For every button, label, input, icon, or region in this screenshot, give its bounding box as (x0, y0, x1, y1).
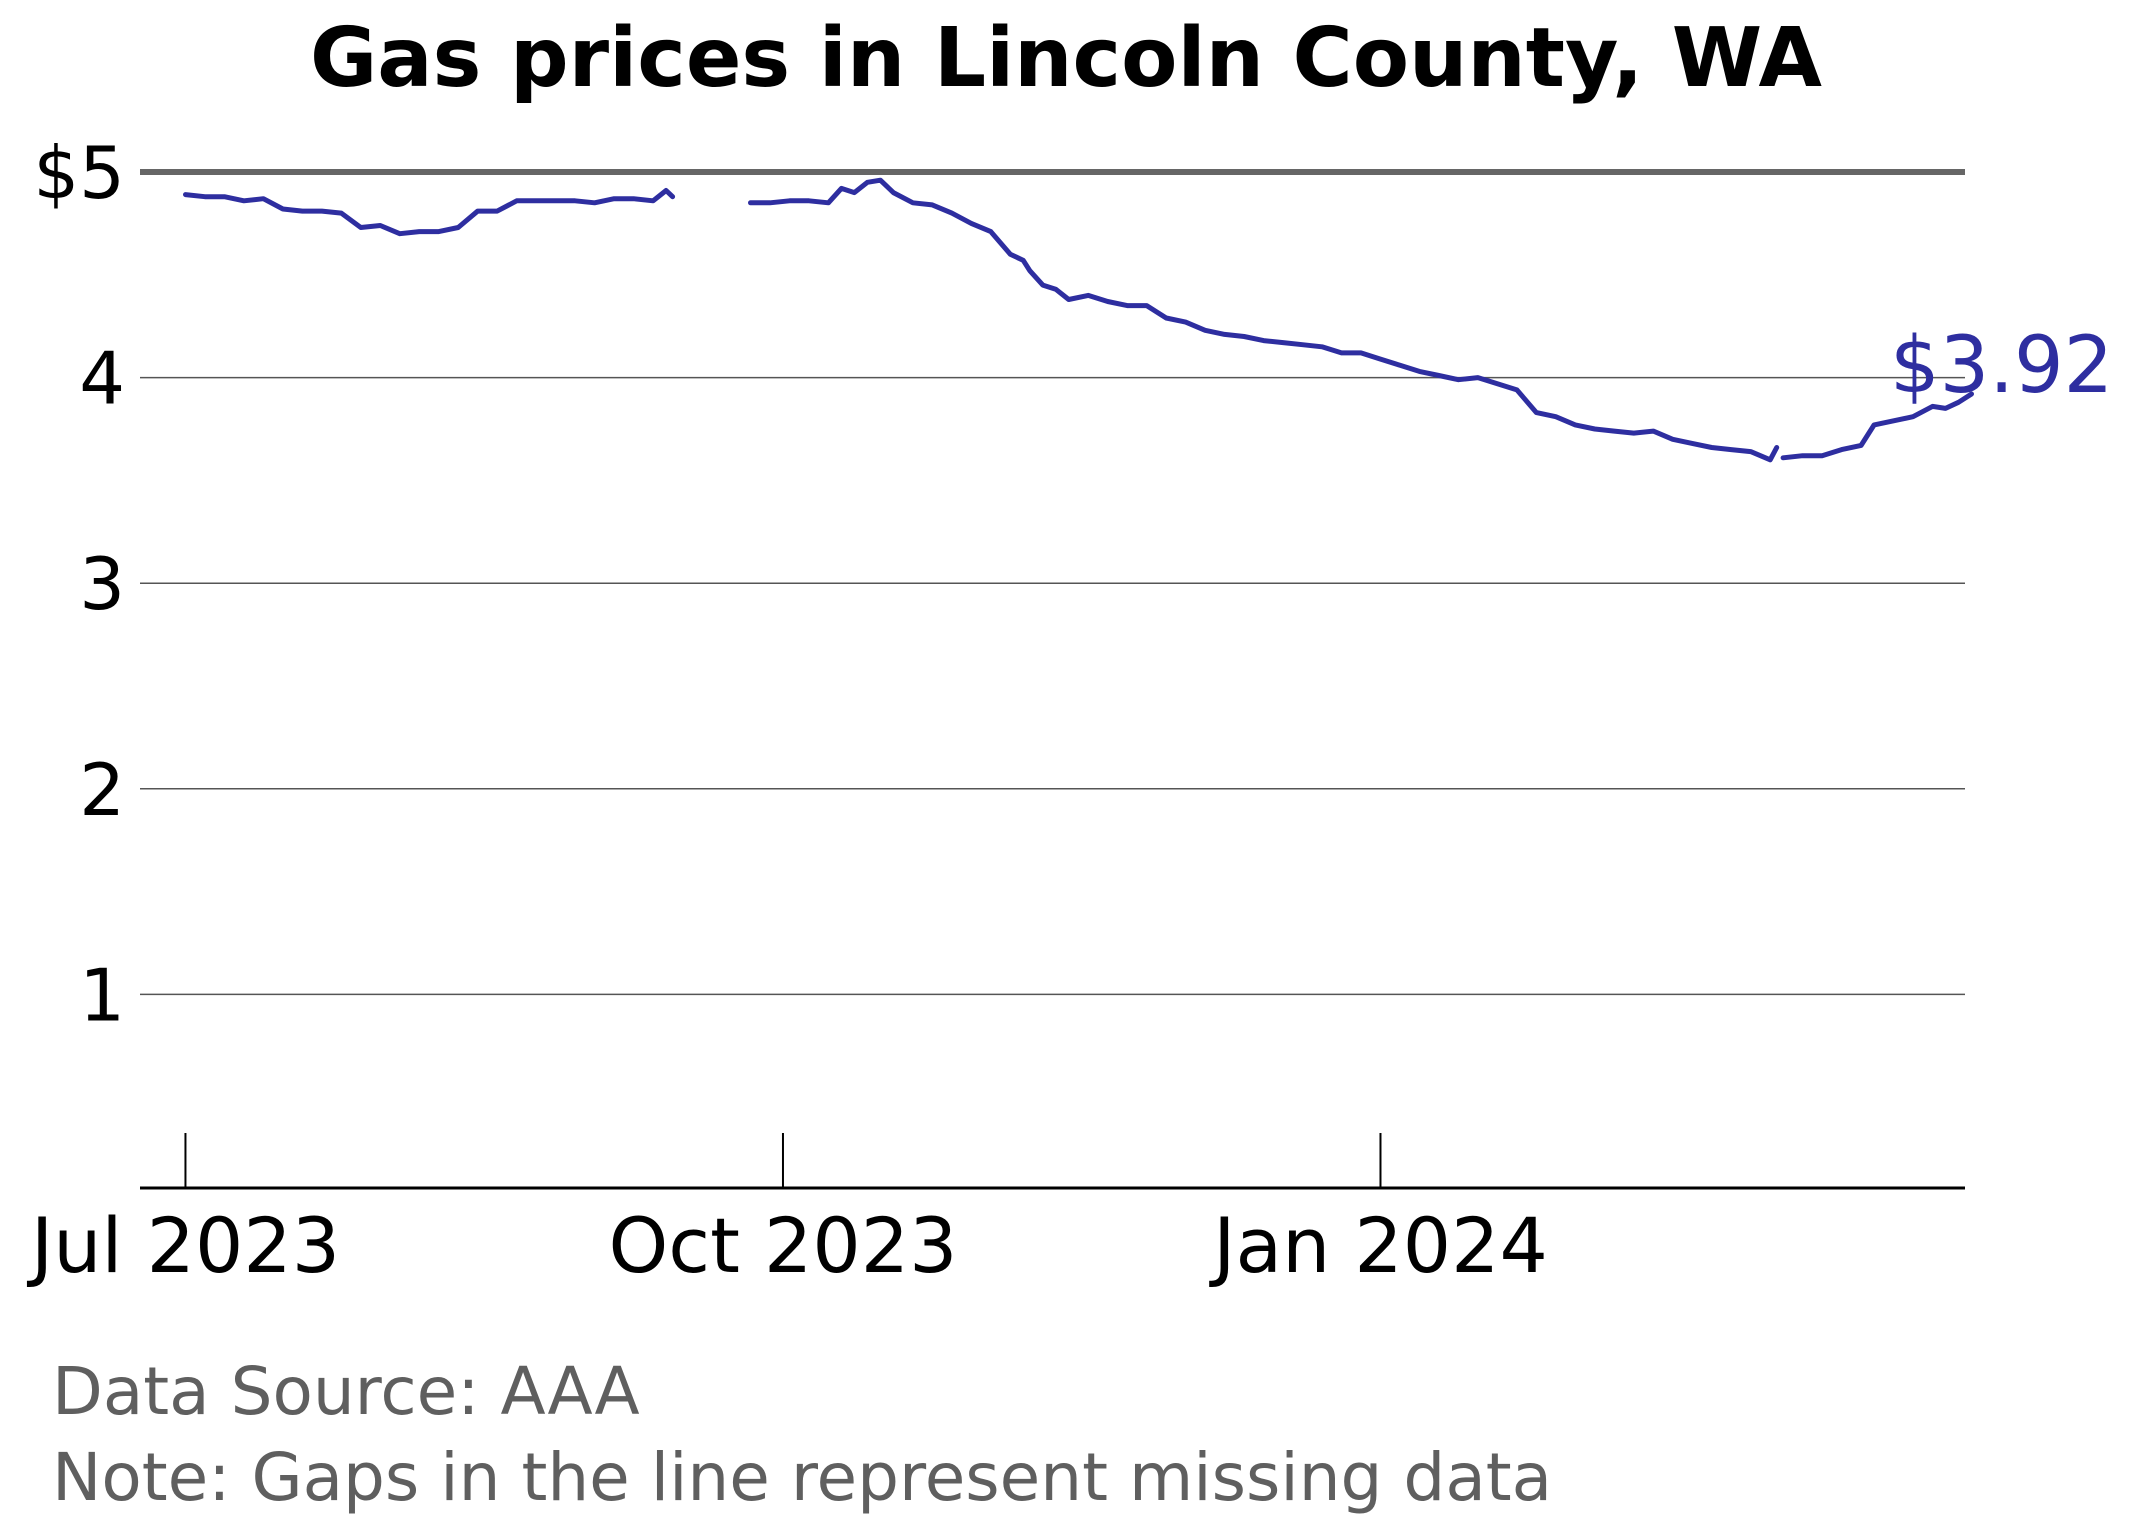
price-line-segment-2 (748, 177, 1780, 463)
price-series (183, 177, 1974, 463)
y-tick-label-2: 2 (79, 748, 125, 832)
missing-data-note: Note: Gaps in the line represent missing… (52, 1439, 1552, 1516)
x-tick-label: Jan 2024 (1209, 1201, 1548, 1290)
y-gridlines (140, 169, 1965, 996)
y-tick-labels: $5 4 3 2 1 (33, 131, 125, 1037)
x-tick-label: Oct 2023 (608, 1201, 957, 1290)
price-line-segment-3 (1780, 391, 1974, 461)
chart-title: Gas prices in Lincoln County, WA (310, 11, 1823, 106)
latest-price-label: $3.92 (1890, 321, 2113, 411)
x-tick-marks: Jul 2023 Oct 2023 Jan 2024 (27, 1133, 1548, 1290)
data-source-note: Data Source: AAA (52, 1353, 640, 1430)
x-tick-label: Jul 2023 (27, 1201, 340, 1290)
y-tick-label-4: 4 (79, 337, 125, 421)
price-line-segment-1 (183, 188, 676, 237)
y-tick-label-5: $5 (33, 131, 125, 215)
y-tick-label-1: 1 (79, 953, 125, 1037)
y-tick-label-3: 3 (79, 542, 125, 626)
